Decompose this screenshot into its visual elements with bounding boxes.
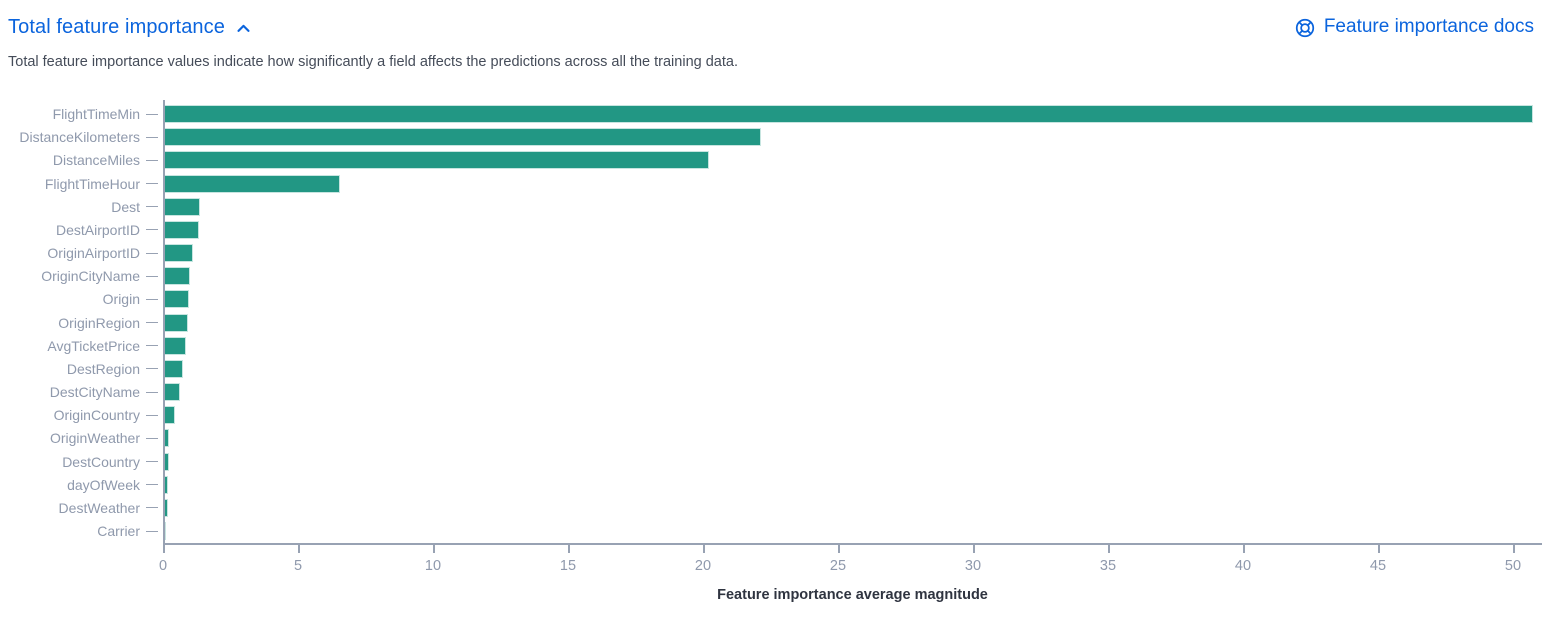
x-tick-mark — [568, 543, 570, 553]
x-tick-mark — [703, 543, 705, 553]
x-tick-mark — [163, 543, 165, 553]
x-tick-label: 25 — [829, 558, 847, 574]
chevron-up-icon — [235, 20, 252, 37]
y-tick-mark — [146, 437, 158, 439]
chart-bar[interactable] — [164, 475, 169, 494]
y-axis-label: Origin — [102, 291, 140, 308]
x-tick-mark — [1243, 543, 1245, 553]
docs-link-label: Feature importance docs — [1323, 16, 1534, 37]
chart-bar[interactable] — [164, 359, 183, 378]
y-tick-mark — [146, 113, 158, 115]
x-tick-mark — [838, 543, 840, 553]
x-tick-label: 0 — [158, 558, 168, 574]
y-axis-label: OriginWeather — [49, 430, 140, 447]
chart-bar[interactable] — [164, 197, 201, 216]
x-tick-label: 50 — [1504, 558, 1522, 574]
y-axis-label: DistanceKilometers — [19, 129, 140, 146]
x-tick-label: 15 — [559, 558, 577, 574]
y-tick-mark — [146, 229, 158, 231]
chart-bar[interactable] — [164, 406, 176, 425]
y-axis-label: DestCityName — [49, 384, 140, 401]
chart-bar[interactable] — [164, 498, 168, 517]
y-tick-mark — [146, 484, 158, 486]
chart-bar[interactable] — [164, 105, 1533, 123]
y-tick-mark — [146, 461, 158, 463]
y-tick-mark — [146, 530, 158, 532]
y-axis-label: OriginCityName — [41, 268, 140, 285]
section-description: Total feature importance values indicate… — [8, 54, 738, 70]
y-tick-mark — [146, 206, 158, 208]
chart-bar[interactable] — [164, 151, 710, 170]
y-axis-label: dayOfWeek — [67, 476, 140, 493]
x-tick-mark — [298, 543, 300, 553]
y-tick-mark — [146, 368, 158, 370]
life-ring-docs-icon — [1295, 18, 1315, 38]
y-axis-label: OriginAirportID — [47, 245, 140, 262]
y-axis-label: Dest — [111, 198, 140, 215]
chart-bar[interactable] — [164, 429, 170, 448]
y-axis-label: FlightTimeMin — [52, 106, 140, 122]
y-tick-mark — [146, 136, 158, 138]
y-axis-label: DestAirportID — [55, 221, 140, 238]
chart-bar[interactable] — [164, 267, 191, 286]
y-tick-mark — [146, 275, 158, 277]
y-axis-label: DistanceMiles — [52, 152, 140, 169]
chart-bar[interactable] — [164, 452, 169, 471]
x-tick-mark — [1108, 543, 1110, 553]
chart-bar[interactable] — [164, 244, 193, 263]
chart-bar[interactable] — [164, 174, 340, 193]
x-tick-label: 20 — [694, 558, 712, 574]
x-tick-label: 45 — [1369, 558, 1387, 574]
chart-bar[interactable] — [164, 313, 189, 332]
feature-importance-chart: FlightTimeMin DistanceKilometers DistanceM… — [0, 100, 1542, 618]
chart-bar[interactable] — [164, 522, 166, 541]
chart-bar[interactable] — [164, 128, 761, 147]
y-tick-mark — [146, 298, 158, 300]
y-tick-mark — [146, 159, 158, 161]
y-tick-mark — [146, 507, 158, 509]
x-tick-mark — [1513, 543, 1515, 553]
chart-bar[interactable] — [164, 290, 190, 309]
y-axis-label: FlightTimeHour — [44, 175, 140, 192]
y-axis-label: Carrier — [97, 523, 140, 540]
y-axis-line — [163, 100, 165, 543]
x-tick-label: 30 — [964, 558, 982, 574]
y-tick-mark — [146, 322, 158, 324]
x-tick-mark — [973, 543, 975, 553]
y-tick-mark — [146, 252, 158, 254]
chart-bar[interactable] — [164, 220, 200, 239]
y-axis-label: DestWeather — [58, 499, 140, 516]
x-tick-label: 35 — [1099, 558, 1117, 574]
y-tick-mark — [146, 391, 158, 393]
section-title: Total feature importance — [8, 16, 225, 38]
feature-importance-docs-link[interactable]: Feature importance docs — [1295, 14, 1534, 40]
x-tick-label: 10 — [424, 558, 442, 574]
y-axis-label: OriginRegion — [58, 314, 140, 331]
x-tick-mark — [1378, 543, 1380, 553]
x-tick-label: 40 — [1234, 558, 1252, 574]
y-axis-label: OriginCountry — [53, 407, 140, 424]
y-tick-mark — [146, 345, 158, 347]
y-tick-mark — [146, 414, 158, 416]
y-axis-label: AvgTicketPrice — [47, 337, 140, 354]
chart-bar[interactable] — [164, 383, 181, 402]
x-axis-title: Feature importance average magnitude — [717, 587, 988, 603]
y-axis-label: DestCountry — [62, 453, 140, 470]
chart-bar[interactable] — [164, 336, 186, 355]
x-axis-line — [163, 543, 1542, 545]
x-tick-label: 5 — [293, 558, 303, 574]
total-feature-importance-toggle[interactable]: Total feature importance — [8, 13, 252, 41]
y-axis-label: DestRegion — [66, 360, 140, 377]
x-tick-mark — [433, 543, 435, 553]
y-tick-mark — [146, 183, 158, 184]
